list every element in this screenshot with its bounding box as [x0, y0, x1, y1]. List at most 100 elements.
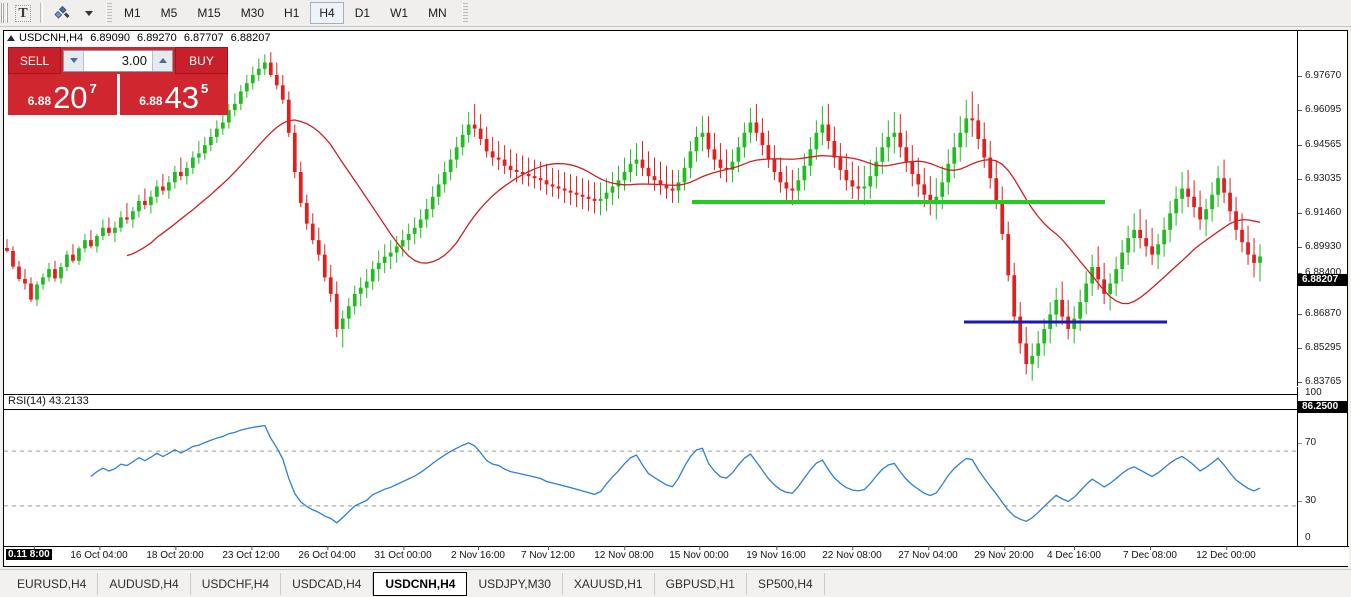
sell-button[interactable]: SELL [8, 47, 61, 74]
price-axis-tick: 6.97670 [1298, 70, 1348, 82]
time-axis-tick: 2 Nov 16:00 [451, 546, 505, 561]
chart-tab-bar: EURUSD,H4 AUDUSD,H4 USDCHF,H4 USDCAD,H4 USDC… [0, 569, 1351, 597]
rsi-axis[interactable]: 100 70 30 0 86.2500 [1297, 387, 1348, 547]
sell-price-fraction: 7 [89, 81, 97, 96]
chart-tab-usdcad-h4[interactable]: USDCAD,H4 [281, 572, 374, 595]
time-axis-tick: 7 Nov 12:00 [521, 546, 575, 561]
ohlc-open: 6.89090 [90, 32, 130, 44]
chart-tabs: EURUSD,H4 AUDUSD,H4 USDCHF,H4 USDCAD,H4 USDC… [6, 571, 825, 596]
rsi-axis-tick: 30 [1298, 495, 1348, 507]
price-axis-tick: 6.85295 [1298, 342, 1348, 354]
time-axis-tick: 15 Nov 00:00 [669, 546, 729, 561]
timeframe-button-m5[interactable]: M5 [160, 6, 178, 20]
chart-tab-usdjpy-m30[interactable]: USDJPY,M30 [467, 572, 563, 595]
ohlc-low: 6.87707 [183, 32, 224, 44]
chart-symbol-label: USDCNH,H4 [19, 32, 84, 44]
chart-tab-sp500-h4[interactable]: SP500,H4 [747, 572, 825, 595]
timeframe-button-h1[interactable]: H1 [284, 6, 300, 20]
chart-tab-audusd-h4[interactable]: AUDUSD,H4 [98, 572, 191, 595]
toolbar-grip[interactable] [1, 3, 8, 23]
rsi-axis-tick: 70 [1298, 437, 1348, 449]
time-axis-tick: 22 Nov 08:00 [822, 546, 882, 561]
time-axis-tick: 16 Oct 04:00 [70, 546, 128, 561]
rsi-axis-tick: 100 [1305, 387, 1322, 398]
chart-tab-xauusd-h1[interactable]: XAUUSD,H1 [563, 572, 655, 595]
timeframe-button-h4[interactable]: H4 [310, 2, 344, 24]
volume-field-wrapper: 3.00 [61, 47, 175, 74]
price-axis-tick: 6.83765 [1298, 376, 1348, 388]
chart-tab-gbpusd-h1[interactable]: GBPUSD,H1 [655, 572, 747, 595]
timeframe-button-mn[interactable]: MN [428, 6, 447, 20]
objects-dropdown-button[interactable] [76, 2, 100, 25]
rsi-pane-divider-top [4, 394, 1299, 395]
collapse-triangle-icon[interactable] [7, 35, 15, 41]
timeframe-button-m1[interactable]: M1 [124, 6, 141, 20]
volume-input[interactable]: 3.00 [121, 53, 147, 68]
price-axis-tick: 6.89930 [1298, 241, 1348, 253]
one-click-trading-panel[interactable]: SELL 3.00 BUY 6.88 [8, 47, 228, 115]
time-axis-tick: 12 Nov 08:00 [594, 546, 654, 561]
price-axis-tick: 6.93035 [1298, 173, 1348, 185]
volume-decrease-button[interactable] [64, 50, 84, 71]
rsi-pane-divider-bottom [4, 409, 1299, 410]
time-axis-tick: 26 Oct 04:00 [298, 546, 356, 561]
current-price-label: 6.88207 [1298, 274, 1348, 286]
toolbar-separator-1 [40, 3, 43, 23]
trade-panel-prices-row: 6.88 20 7 6.88 43 5 [8, 74, 228, 115]
triangle-up-icon [158, 58, 167, 63]
timeframe-button-m30[interactable]: M30 [240, 6, 265, 20]
timeframe-group: M1 M5 M15 M30 H1 H4 D1 W1 MN [114, 2, 457, 24]
text-tool-icon: T [15, 4, 31, 22]
time-axis-tick: 19 Nov 16:00 [746, 546, 806, 561]
triangle-down-icon [69, 58, 78, 63]
buy-price-fraction: 5 [201, 81, 209, 96]
sell-price-display[interactable]: 6.88 20 7 [8, 74, 120, 115]
chart-header: USDCNH,H4 6.89090 6.89270 6.87707 6.8820… [4, 31, 274, 45]
price-axis[interactable]: 6.97670 6.96095 6.93035 6.91460 6.89930 6.884… [1297, 31, 1348, 419]
sell-price-prefix: 6.88 [27, 94, 52, 108]
ohlc-close: 6.88207 [230, 32, 271, 44]
text-tool-button[interactable]: T [11, 2, 35, 25]
buy-price-main: 43 [164, 80, 200, 115]
price-axis-tick: 6.86870 [1298, 308, 1348, 320]
rsi-chart-pane[interactable] [4, 410, 1299, 547]
time-axis-tick: 31 Oct 00:00 [374, 546, 432, 561]
price-axis-tick: 6.94565 [1298, 139, 1348, 151]
buy-button[interactable]: BUY [175, 47, 228, 74]
price-axis-tick: 6.88400 [1298, 267, 1348, 279]
buy-price-display[interactable]: 6.88 43 5 [119, 74, 228, 115]
price-chart-pane[interactable] [4, 45, 1299, 394]
rsi-plot [4, 424, 1299, 524]
price-axis-tick: 6.91460 [1298, 207, 1348, 219]
rsi-current-level-label: 86.2500 [1298, 401, 1348, 413]
timeframe-button-w1[interactable]: W1 [390, 6, 409, 20]
crosshair-time-label: 0.11 8:00 [6, 549, 52, 560]
time-axis-tick: 18 Oct 20:00 [146, 546, 204, 561]
chart-tab-usdcnh-h4[interactable]: USDCNH,H4 [373, 571, 468, 596]
chart-window[interactable]: USDCNH,H4 6.89090 6.89270 6.87707 6.8820… [3, 30, 1349, 567]
chart-ohlc-values: 6.89090 6.89270 6.87707 6.88207 [90, 32, 274, 44]
crosshair-objects-icon [52, 5, 70, 21]
trade-panel-controls-row: SELL 3.00 BUY [8, 47, 228, 74]
main-toolbar: T M1 M5 M15 M30 H1 H4 D1 W1 MN [0, 0, 1351, 27]
timeframe-button-d1[interactable]: D1 [354, 6, 371, 20]
timeframe-toolbar-grip[interactable] [106, 2, 112, 24]
time-axis-tick: 12 Dec 00:00 [1196, 546, 1256, 561]
toolbar-grip-end[interactable] [461, 2, 468, 24]
chart-tab-eurusd-h4[interactable]: EURUSD,H4 [6, 572, 99, 595]
sell-price-main: 20 [53, 80, 88, 115]
ohlc-high: 6.89270 [137, 32, 177, 44]
volume-increase-button[interactable] [152, 50, 172, 71]
price-axis-tick: 6.96095 [1298, 104, 1348, 116]
time-axis-tick: 23 Oct 12:00 [222, 546, 280, 561]
chart-tab-usdchf-h4[interactable]: USDCHF,H4 [191, 572, 282, 595]
time-axis-tick: 29 Nov 20:00 [974, 546, 1034, 561]
candlestick-plot [5, 52, 1262, 381]
rsi-axis-tick: 0 [1305, 532, 1311, 543]
time-axis-tick: 4 Dec 16:00 [1047, 546, 1101, 561]
volume-stepper[interactable]: 3.00 [63, 49, 173, 72]
objects-tool-button[interactable] [48, 2, 74, 25]
timeframe-button-m15[interactable]: M15 [197, 6, 221, 20]
chevron-down-icon [84, 10, 93, 16]
